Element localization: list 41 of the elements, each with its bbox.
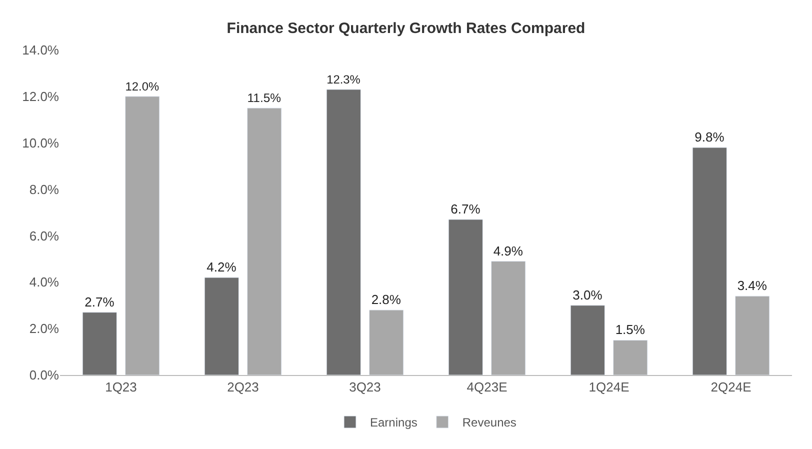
bar: [491, 261, 526, 375]
data-label: 12.0%: [125, 80, 160, 94]
data-label: 11.5%: [247, 91, 282, 106]
y-tick-label: 8.0%: [29, 182, 60, 197]
data-label: 6.7%: [450, 201, 481, 216]
y-tick-label: 6.0%: [29, 228, 60, 244]
data-label: 4.2%: [206, 260, 237, 274]
x-tick-label: 2Q23: [227, 380, 259, 395]
y-tick-label: 10.0%: [22, 135, 60, 150]
data-label: 2.7%: [84, 294, 115, 310]
y-tick-label: 14.0%: [22, 42, 60, 58]
y-tick-label: 2.0%: [29, 321, 60, 336]
data-label: 9.8%: [694, 130, 725, 144]
legend-label: Reveunes: [462, 416, 516, 430]
bar: [692, 147, 727, 375]
data-label: 1.5%: [615, 322, 646, 338]
chart-title: Finance Sector Quarterly Growth Rates Compared: [226, 20, 586, 37]
bar: [369, 310, 404, 375]
x-tick-label: 4Q23E: [466, 380, 508, 395]
x-tick-label: 2Q24E: [710, 380, 752, 395]
legend-label: Earnings: [370, 416, 418, 430]
bar: [125, 96, 160, 375]
y-tick-label: 0.0%: [29, 368, 60, 383]
bar: [448, 219, 483, 375]
y-tick-label: 12.0%: [22, 88, 60, 104]
bar: [326, 89, 361, 375]
data-label: 3.4%: [737, 278, 768, 294]
bar: [613, 340, 648, 375]
data-label: 4.9%: [493, 243, 524, 258]
x-tick-label: 1Q24E: [588, 380, 630, 395]
bar: [247, 108, 282, 375]
data-label: 3.0%: [572, 287, 603, 302]
x-tick-label: 1Q23: [105, 380, 137, 395]
bar: [82, 312, 117, 375]
data-label: 2.8%: [371, 292, 402, 307]
bar: [204, 277, 239, 375]
y-tick-label: 4.0%: [29, 274, 60, 290]
bar: [735, 296, 770, 375]
data-label: 12.3%: [326, 72, 361, 87]
bar: [570, 305, 605, 375]
x-tick-label: 3Q23: [349, 380, 381, 395]
